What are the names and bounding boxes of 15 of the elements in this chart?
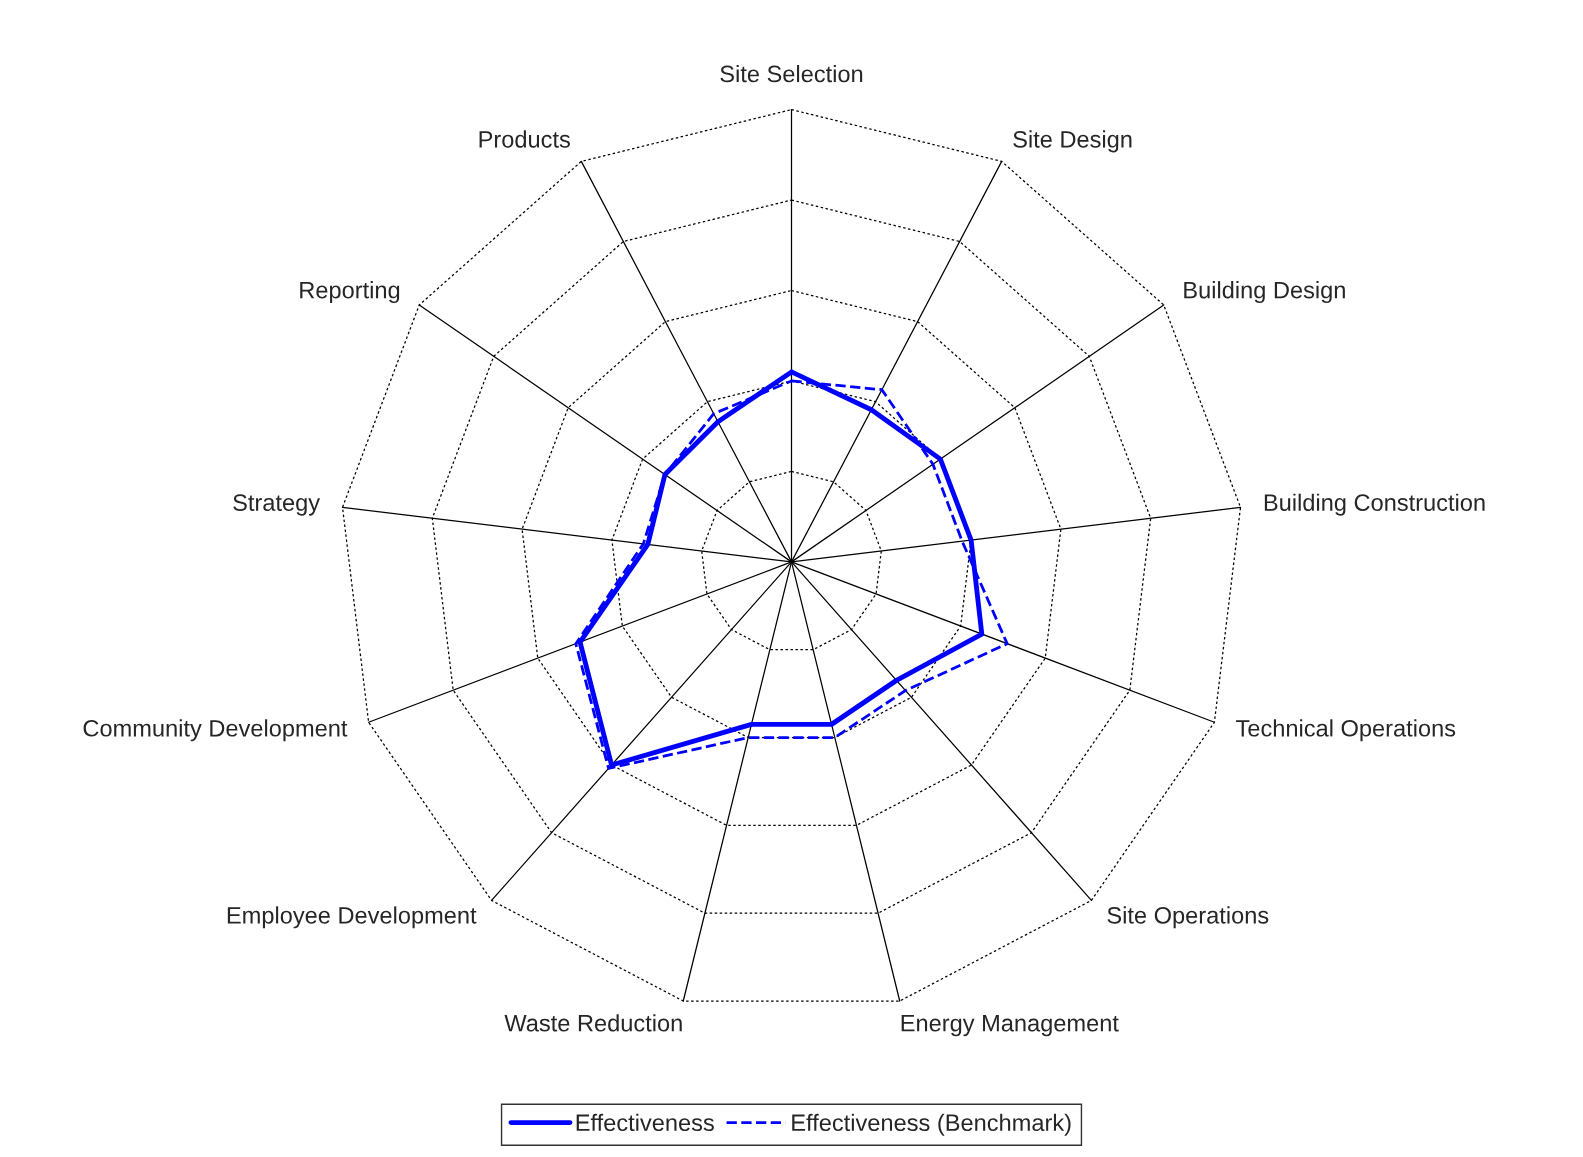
spoke-label: Building Construction xyxy=(1264,493,1485,516)
spoke-label: Products xyxy=(479,130,570,148)
spoke-label: Technical Operations xyxy=(1236,719,1456,742)
legend-label: Effectiveness (Benchmark) xyxy=(792,1113,1071,1136)
spoke-label: Waste Reduction xyxy=(504,1014,682,1032)
spoke-label: Site Operations xyxy=(1107,906,1269,929)
legend-label: Effectiveness xyxy=(576,1113,714,1132)
spoke-label: Energy Management xyxy=(901,1015,1119,1037)
spoke-label: Building Design xyxy=(1184,281,1345,304)
spoke-label: Strategy xyxy=(233,494,321,516)
spoke-label: Site Design xyxy=(1013,130,1132,153)
spoke-label: Community Development xyxy=(83,719,348,742)
spoke-label: Employee Development xyxy=(227,906,477,929)
spoke-label: Site Selection xyxy=(720,64,863,83)
spoke-label: Reporting xyxy=(300,281,400,304)
